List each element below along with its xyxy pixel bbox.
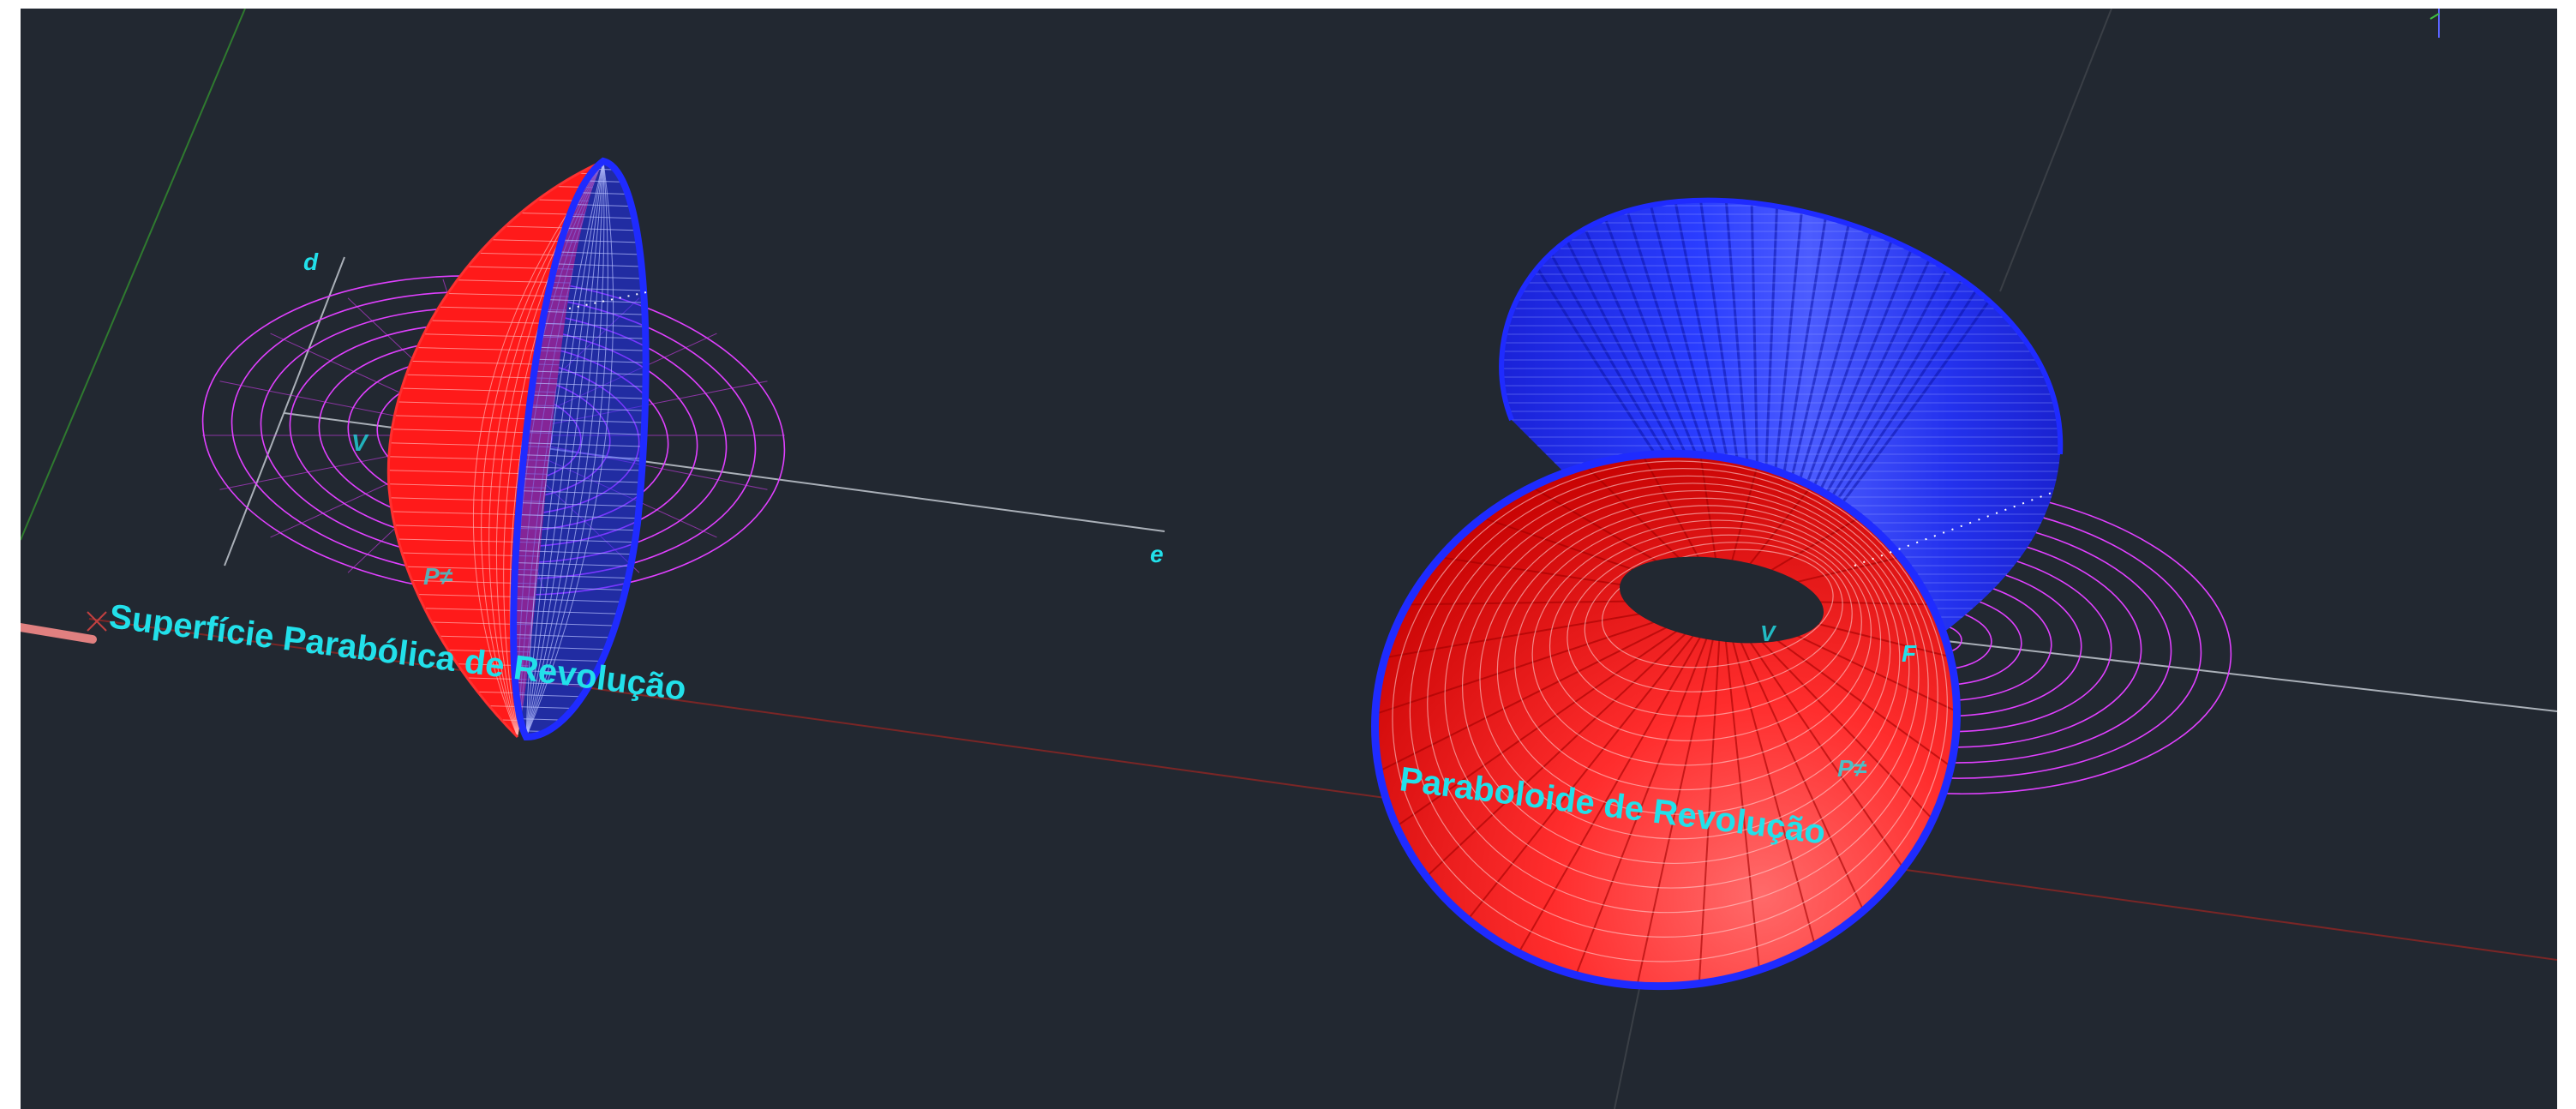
mesh-line: [1511, 599, 1722, 966]
mesh-line: [525, 161, 608, 737]
mesh-line: [1479, 497, 1901, 840]
mesh-line: [1383, 599, 1722, 836]
right-plane-label: P≠: [1837, 755, 1867, 782]
mesh-line: [500, 742, 672, 747]
ucs-origin-x-icon[interactable]: [21, 611, 107, 644]
right-dotted-edge: [1854, 492, 2052, 566]
left-axis-d-label: d: [303, 249, 319, 275]
mesh-line: [525, 161, 604, 737]
left-dotted-edge: [568, 291, 651, 309]
mesh-line: [525, 161, 604, 737]
right-focus-label: F: [1902, 640, 1917, 667]
cad-3d-viewport[interactable]: d e V P≠ Superfície Parabólica de Revolu…: [21, 9, 2557, 1109]
mesh-line: [525, 161, 605, 737]
mesh-line: [525, 161, 614, 737]
mesh-line: [525, 161, 604, 737]
right-bowl-rim: [1371, 449, 1961, 991]
mesh-line: [1363, 599, 1722, 780]
mesh-line: [388, 161, 603, 162]
mesh-line: [525, 161, 604, 737]
world-axes: [21, 9, 2557, 1109]
left-parabolic-surface-group[interactable]: d e V P≠ Superfície Parabólica de Revolu…: [107, 154, 1165, 751]
mesh-line: [1427, 475, 1929, 914]
right-red-bowl-surface[interactable]: [1340, 417, 1992, 1024]
left-axis-d: [224, 256, 345, 566]
mesh-line: [1584, 542, 1843, 692]
mesh-line: [1459, 599, 1722, 931]
left-axis-e-label: e: [1150, 541, 1164, 567]
mesh-line: [1602, 549, 1834, 668]
left-vertex-label: V: [351, 429, 369, 456]
mesh-line: [1567, 534, 1853, 717]
right-paraboloid-group[interactable]: V F P≠ Paraboloide de Revolução: [1340, 197, 2242, 1023]
mesh-line: [500, 154, 672, 159]
mesh-line: [1392, 460, 1948, 962]
mesh-line: [1549, 527, 1862, 741]
mesh-line: [1514, 512, 1882, 791]
gray-axis-diagonal: [1999, 9, 2112, 292]
mesh-line: [481, 161, 603, 737]
right-inner-opening: [1619, 556, 1824, 644]
view-axis-icon[interactable]: [2429, 9, 2440, 38]
scene-canvas[interactable]: d e V P≠ Superfície Parabólica de Revolu…: [21, 9, 2557, 1109]
mesh-line: [1409, 468, 1938, 938]
mesh-line: [472, 161, 603, 737]
mesh-line: [363, 744, 638, 751]
mesh-line: [1496, 505, 1891, 815]
mesh-line: [525, 161, 604, 737]
mesh-line: [388, 729, 603, 737]
green-y-axis: [21, 9, 246, 541]
right-vertex-label: V: [1760, 620, 1777, 646]
mesh-line: [1569, 599, 1722, 990]
mesh-line: [1721, 599, 1873, 931]
mesh-line: [1721, 599, 1821, 966]
left-plane-label: P≠: [423, 563, 453, 590]
left-blue-half-surface[interactable]: [500, 154, 672, 747]
mesh-line: [1531, 519, 1872, 766]
mesh-line: [1461, 490, 1910, 864]
mesh-line: [1444, 483, 1920, 889]
mesh-line: [1416, 599, 1722, 887]
